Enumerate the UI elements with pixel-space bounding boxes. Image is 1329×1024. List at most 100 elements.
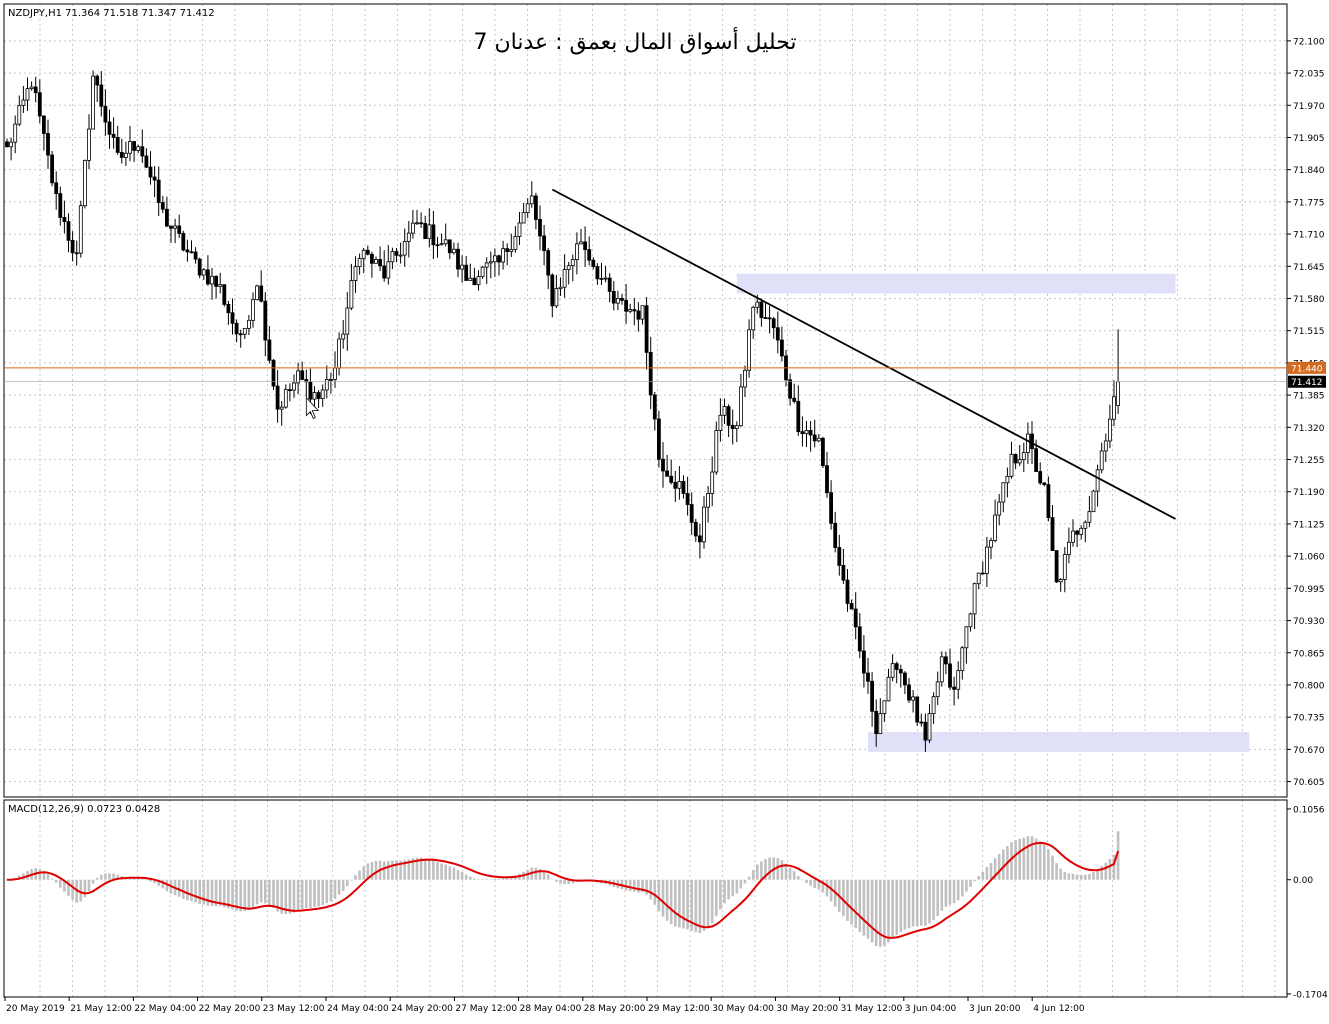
macd-histogram-bar [1022, 837, 1026, 880]
macd-histogram-bar [920, 879, 923, 926]
macd-histogram-bar [272, 879, 275, 909]
candle-body [382, 265, 387, 279]
macd-histogram-bar [292, 879, 296, 913]
candle-body [111, 133, 116, 138]
macd-histogram-bar [206, 879, 210, 906]
macd-histogram-bar [362, 866, 365, 880]
x-tick-label: 21 May 12:00 [70, 1004, 132, 1014]
macd-histogram-bar [366, 863, 370, 880]
candle-body [427, 224, 432, 239]
macd-histogram-bar [1104, 862, 1108, 880]
candle-body [525, 203, 530, 213]
macd-histogram-bar [202, 879, 206, 905]
candle-body [1058, 579, 1063, 583]
candle-body [509, 249, 514, 252]
macd-histogram-bar [1075, 874, 1079, 880]
candle-body [21, 99, 26, 106]
macd-histogram-bar [1112, 854, 1116, 880]
candle-body [771, 318, 776, 329]
x-tick-label: 4 Jun 12:00 [1033, 1004, 1085, 1014]
macd-histogram-bar [46, 874, 50, 880]
candle-body [931, 696, 936, 715]
macd-histogram-bar [329, 879, 333, 902]
macd-histogram-bar [719, 879, 722, 910]
support-resistance-zone[interactable] [736, 273, 1176, 294]
macd-label: MACD(12,26,9) 0.0723 0.0428 [8, 804, 160, 815]
macd-histogram-bar [911, 879, 915, 927]
support-resistance-zone[interactable] [868, 732, 1250, 752]
candle-body [554, 288, 559, 307]
macd-histogram-bar [1055, 862, 1058, 880]
candle-body [164, 208, 169, 227]
mouse-cursor-icon [305, 396, 320, 420]
macd-histogram-bar [542, 871, 546, 880]
x-tick-label: 24 May 04:00 [327, 1004, 389, 1014]
macd-histogram-bar [382, 861, 386, 880]
candle-body [218, 284, 223, 287]
macd-histogram-bar [563, 879, 566, 885]
candle-body [980, 572, 985, 575]
candle-body [812, 434, 817, 442]
y-tick-label: 71.970 [1293, 102, 1325, 112]
macd-histogram-bar [792, 871, 796, 880]
candle-body [439, 243, 444, 246]
macd-histogram-bar [493, 878, 497, 880]
candle-body [1050, 517, 1055, 551]
candle-body [300, 370, 305, 380]
candle-body [944, 656, 948, 665]
candle-body [91, 75, 95, 130]
macd-histogram-bar [428, 858, 431, 880]
y-tick-label: 70.735 [1293, 714, 1325, 724]
candle-body [607, 277, 612, 292]
candle-body [657, 418, 661, 460]
macd-histogram-bar [932, 879, 935, 921]
y-tick-label: 71.905 [1293, 134, 1325, 144]
candle-body [542, 235, 546, 251]
candle-body [316, 392, 321, 400]
macd-histogram-bar [464, 874, 468, 880]
macd-histogram-bar [1047, 849, 1050, 880]
macd-histogram-bar [710, 879, 714, 924]
trendline[interactable] [551, 188, 1176, 520]
macd-histogram-bar [854, 879, 857, 929]
candle-body [1112, 396, 1116, 420]
candle-body [1009, 453, 1014, 477]
trendline-group[interactable] [551, 188, 1176, 520]
candle-body [821, 437, 825, 467]
macd-histogram-bar [38, 869, 42, 880]
candle-body [603, 277, 608, 280]
macd-histogram-bar [850, 879, 853, 925]
candle-body [575, 243, 579, 260]
macd-histogram-bar [153, 879, 156, 884]
candle-body [128, 141, 132, 154]
candle-body [42, 115, 46, 134]
macd-histogram-bar [186, 879, 189, 901]
candle-body [911, 696, 915, 701]
candle-body [718, 414, 723, 431]
candle-body [345, 307, 350, 335]
candle-body [275, 385, 280, 410]
candle-body [1062, 554, 1067, 580]
candle-body [816, 437, 821, 442]
candle-body [739, 386, 743, 427]
candle-body [357, 258, 362, 268]
macd-histogram-bar [1030, 836, 1034, 880]
macd-histogram-bar [952, 879, 956, 904]
macd-histogram-bar [71, 879, 74, 900]
candle-body [83, 159, 87, 207]
macd-histogram-bar [239, 879, 242, 912]
macd-histogram-bar [903, 879, 907, 930]
candle-body [124, 152, 128, 158]
candle-body [361, 249, 366, 259]
macd-histogram-bar [444, 864, 447, 880]
macd-histogram-bar [969, 879, 972, 888]
candle-body [50, 154, 54, 184]
macd-histogram-bar [997, 853, 1001, 880]
candle-body [882, 700, 887, 715]
macd-histogram-bar [317, 879, 320, 907]
candle-body [1087, 511, 1092, 523]
candle-body [743, 369, 747, 388]
macd-histogram-bar [924, 879, 927, 926]
